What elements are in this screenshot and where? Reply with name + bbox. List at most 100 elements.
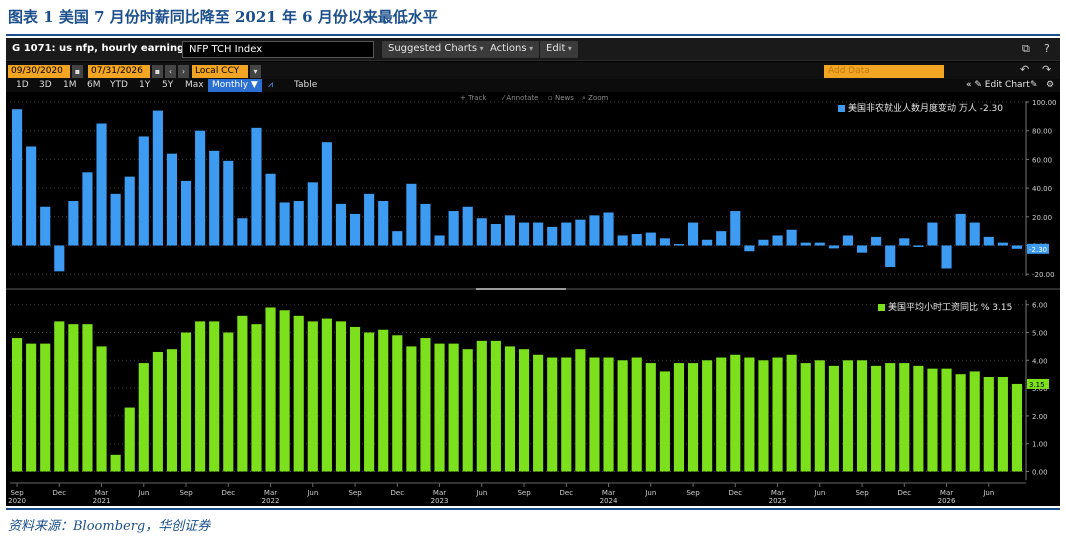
suggested-charts-menu[interactable]: Suggested Charts — [382, 41, 490, 58]
wage-bar — [96, 346, 107, 472]
next-period-icon[interactable]: › — [178, 65, 189, 78]
x-year-label: 2024 — [600, 497, 618, 505]
payroll-bar — [265, 173, 276, 246]
wage-bar — [251, 324, 262, 472]
period-select[interactable]: Monthly ▼ — [208, 79, 262, 92]
wage-bar — [547, 357, 558, 472]
x-tick-label: Sep — [10, 489, 24, 497]
wage-bar — [533, 354, 544, 472]
payroll-bar — [969, 222, 980, 246]
payroll-bar — [96, 123, 107, 246]
timeframe-ytd[interactable]: YTD — [110, 80, 128, 90]
zoom-tool[interactable]: ⌕ Zoom — [582, 94, 609, 102]
wage-bar — [448, 343, 459, 472]
timeframe-1d[interactable]: 1D — [16, 80, 29, 90]
start-date-field[interactable]: 09/30/2020 — [8, 65, 70, 78]
gear-icon[interactable]: ⚙ — [1046, 80, 1055, 90]
currency-select[interactable]: Local CCY — [192, 65, 248, 78]
wage-bar — [687, 363, 699, 472]
payroll-bar — [420, 203, 431, 246]
timeframe-3d[interactable]: 3D — [39, 80, 52, 90]
payroll-bar — [927, 222, 938, 246]
wage-bar — [152, 351, 163, 472]
timeframe-1y[interactable]: 1Y — [139, 80, 151, 90]
payroll-bar — [687, 222, 699, 246]
payroll-bar — [462, 206, 473, 246]
y-tick-label: 60.00 — [1032, 156, 1052, 164]
line-chart-icon[interactable]: ⩘ — [268, 80, 274, 90]
x-tick-label: Dec — [729, 489, 743, 497]
payroll-bar — [195, 130, 206, 246]
payroll-bar — [730, 211, 741, 246]
wage-bar — [589, 357, 600, 472]
x-tick-label: Jun — [137, 489, 149, 497]
y-tick-label: 0.00 — [1032, 469, 1048, 477]
payroll-bar — [293, 201, 304, 246]
payroll-bar — [983, 236, 994, 246]
payroll-bar — [589, 215, 600, 246]
payroll-bar — [321, 142, 332, 246]
payroll-bar — [997, 242, 1008, 246]
wage-bar — [603, 357, 614, 472]
timeframe-max[interactable]: Max — [185, 80, 204, 90]
annotate-tool[interactable]: ⁄ Annotate — [503, 94, 539, 102]
wage-bar — [54, 321, 65, 472]
end-date-field[interactable]: 07/31/2026 — [88, 65, 150, 78]
wage-bar — [969, 371, 980, 472]
edit-menu[interactable]: Edit — [540, 41, 578, 58]
news-tool[interactable]: ▫ News — [548, 94, 574, 102]
title-toolbar: G 1071: us nfp, hourly earnings NFP TCH … — [6, 38, 1060, 61]
payroll-bar — [744, 245, 755, 252]
timeframe-5y[interactable]: 5Y — [162, 80, 174, 90]
wage-bar — [180, 332, 192, 472]
wage-bar — [82, 324, 93, 472]
wage-bar — [997, 376, 1008, 472]
payroll-bar — [758, 239, 769, 246]
end-calendar-icon[interactable]: ▪ — [152, 65, 163, 78]
table-button[interactable]: Table — [294, 80, 318, 90]
start-calendar-icon[interactable]: ▪ — [72, 65, 83, 78]
wage-bar — [279, 310, 290, 472]
wage-bar — [702, 360, 713, 472]
redo-icon[interactable]: ↷ — [1042, 63, 1052, 76]
actions-menu[interactable]: Actions — [484, 41, 540, 58]
annotate-icon[interactable]: ✎ — [1030, 80, 1038, 90]
x-tick-label: Mar — [940, 489, 953, 497]
track-tool[interactable]: + Track — [460, 94, 487, 102]
payroll-bar — [138, 136, 149, 246]
y-tick-label: 4.00 — [1032, 357, 1048, 365]
x-tick-label: Dec — [53, 489, 67, 497]
add-data-input[interactable]: Add Data — [824, 65, 944, 78]
prev-period-icon[interactable]: ‹ — [165, 65, 176, 78]
payroll-bar — [631, 234, 642, 246]
payroll-bar — [547, 226, 558, 246]
y-tick-label: 6.00 — [1032, 302, 1048, 310]
x-tick-label: Mar — [771, 489, 784, 497]
timeframe-6m[interactable]: 6M — [87, 80, 101, 90]
payroll-bar — [448, 211, 459, 246]
currency-dropdown-icon[interactable]: ▾ — [250, 65, 261, 78]
y-tick-label: -20.00 — [1032, 271, 1055, 279]
payroll-bar — [871, 236, 882, 246]
security-field[interactable]: NFP TCH Index — [182, 41, 374, 58]
edit-chart-button[interactable]: « ✎ Edit Chart — [966, 80, 1030, 90]
wage-bar — [378, 329, 389, 472]
wage-bar — [786, 354, 797, 472]
payroll-bar — [335, 203, 347, 246]
help-icon[interactable]: ? — [1044, 42, 1050, 55]
bloomberg-chart-window: 100.00 80.00 60.00 40.00 20.00 0.00 -20.00 -2.3… — [6, 38, 1060, 506]
payroll-bar — [110, 193, 121, 246]
timeframe-1m[interactable]: 1M — [63, 80, 77, 90]
payroll-bar — [349, 213, 361, 246]
popout-icon[interactable]: ⧉ — [1022, 42, 1030, 55]
payroll-bar — [561, 222, 572, 246]
payroll-bar — [26, 146, 37, 246]
wage-bar — [476, 340, 487, 472]
y-tick-label: 20.00 — [1032, 214, 1052, 222]
payroll-bar — [1011, 245, 1023, 249]
undo-icon[interactable]: ↶ — [1020, 63, 1030, 76]
wage-bar — [237, 315, 248, 472]
wage-bar — [814, 360, 825, 472]
wage-bar — [927, 368, 938, 472]
payroll-bar — [490, 223, 501, 246]
